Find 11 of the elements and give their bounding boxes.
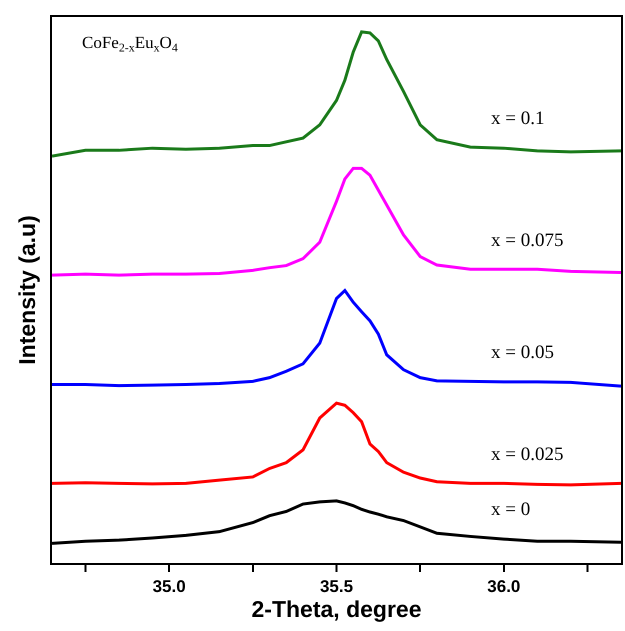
x-tick-label: 36.0 <box>487 577 520 596</box>
series-label: x = 0 <box>491 499 530 520</box>
series-label: x = 0.025 <box>491 444 564 465</box>
series-label: x = 0.075 <box>491 230 564 251</box>
chart-title: CoFe$_{2-x}$Eu$_{x}$O$_{4}$ <box>82 33 178 55</box>
series-label: x = 0.1 <box>491 108 544 129</box>
x-tick-label: 35.5 <box>320 577 354 596</box>
y-axis-title: Intensity (a.u) <box>14 215 40 365</box>
series-label: x = 0.05 <box>491 342 554 363</box>
x-tick-label: 35.0 <box>152 577 186 596</box>
x-axis-title: 2-Theta, degree <box>252 596 422 622</box>
